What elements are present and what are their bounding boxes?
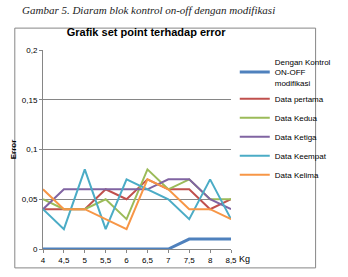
svg-text:7: 7 bbox=[166, 256, 171, 265]
svg-text:Data Ketiga: Data Ketiga bbox=[275, 133, 317, 142]
svg-text:5,5: 5,5 bbox=[100, 256, 112, 265]
svg-text:5: 5 bbox=[83, 256, 88, 265]
svg-text:6,5: 6,5 bbox=[142, 256, 154, 265]
svg-text:Kg: Kg bbox=[239, 254, 250, 264]
svg-text:6: 6 bbox=[124, 256, 129, 265]
svg-text:Gambar 5. Diaram blok kontrol: Gambar 5. Diaram blok kontrol on-off den… bbox=[22, 4, 275, 16]
svg-text:8,5: 8,5 bbox=[225, 256, 237, 265]
svg-text:0,15: 0,15 bbox=[22, 96, 38, 105]
svg-text:0,05: 0,05 bbox=[22, 195, 38, 204]
svg-text:Data Keempat: Data Keempat bbox=[275, 152, 327, 161]
svg-text:Data pertama: Data pertama bbox=[275, 95, 324, 104]
svg-text:7,5: 7,5 bbox=[184, 256, 196, 265]
svg-text:8: 8 bbox=[208, 256, 213, 265]
svg-text:0,1: 0,1 bbox=[26, 145, 38, 154]
svg-text:4,5: 4,5 bbox=[58, 256, 70, 265]
svg-text:0,2: 0,2 bbox=[26, 46, 38, 55]
svg-text:Data Kedua: Data Kedua bbox=[275, 114, 318, 123]
svg-text:4: 4 bbox=[41, 256, 46, 265]
svg-text:Grafik set point terhadap erro: Grafik set point terhadap error bbox=[67, 26, 227, 38]
svg-text:0: 0 bbox=[33, 245, 38, 254]
svg-text:Dengan KontrolON-OFFmodifikasi: Dengan KontrolON-OFFmodifikasi bbox=[275, 58, 331, 88]
svg-text:Error: Error bbox=[9, 140, 18, 160]
svg-text:Data Kelima: Data Kelima bbox=[275, 171, 319, 180]
